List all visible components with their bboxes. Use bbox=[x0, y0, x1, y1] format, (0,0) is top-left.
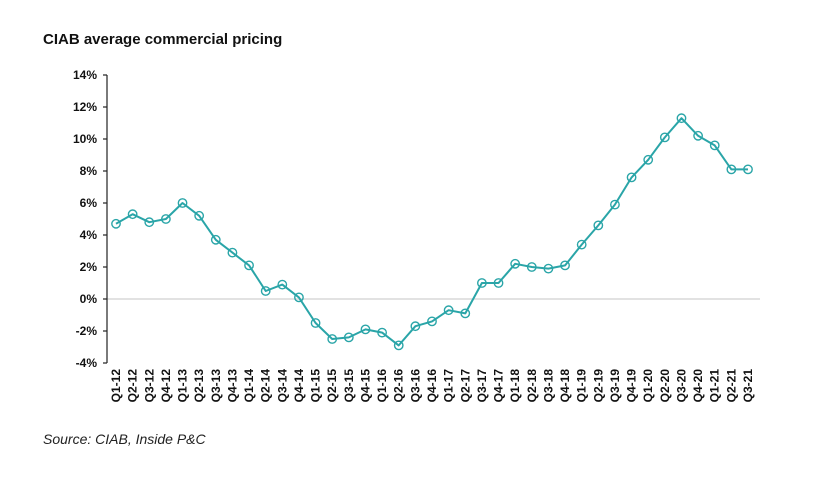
data-point bbox=[294, 292, 304, 303]
x-tick-label: Q2-13 bbox=[192, 369, 206, 403]
x-tick-label: Q4-15 bbox=[358, 369, 372, 403]
x-tick-label: Q2-18 bbox=[525, 369, 539, 403]
x-tick-label: Q4-16 bbox=[425, 369, 439, 403]
x-tick-label: Q1-19 bbox=[575, 369, 589, 403]
y-tick-label: -2% bbox=[76, 324, 98, 338]
data-point bbox=[743, 164, 753, 175]
x-tick-label: Q1-12 bbox=[109, 369, 123, 403]
data-point bbox=[643, 154, 654, 165]
data-point bbox=[610, 199, 620, 210]
x-tick-label: Q3-18 bbox=[541, 369, 555, 403]
data-point bbox=[543, 263, 554, 274]
data-point bbox=[460, 308, 471, 319]
data-point bbox=[676, 113, 687, 124]
data-point bbox=[576, 239, 587, 250]
data-point bbox=[160, 214, 171, 224]
x-tick-label: Q2-15 bbox=[325, 369, 339, 403]
x-tick-label: Q4-14 bbox=[292, 369, 306, 403]
x-tick-label: Q3-20 bbox=[674, 369, 688, 403]
x-tick-label: Q1-13 bbox=[176, 369, 190, 403]
x-tick-label: Q3-19 bbox=[608, 369, 622, 403]
data-point bbox=[227, 247, 238, 258]
data-point bbox=[260, 286, 271, 296]
series-line bbox=[115, 117, 748, 347]
y-tick-label: 14% bbox=[73, 68, 97, 82]
y-tick-label: 12% bbox=[73, 100, 97, 114]
x-tick-label: Q2-12 bbox=[126, 369, 140, 403]
y-tick-label: 2% bbox=[80, 260, 98, 274]
data-point bbox=[526, 262, 537, 272]
x-tick-label: Q3-17 bbox=[475, 369, 489, 403]
chart-title: CIAB average commercial pricing bbox=[43, 31, 283, 48]
x-tick-label: Q1-20 bbox=[641, 369, 655, 403]
x-tick-label: Q3-16 bbox=[408, 369, 422, 403]
x-tick-label: Q4-19 bbox=[625, 369, 639, 403]
x-tick-label: Q3-21 bbox=[741, 369, 755, 403]
data-point bbox=[377, 327, 388, 338]
x-tick-label: Q3-14 bbox=[275, 369, 289, 403]
data-point bbox=[443, 305, 454, 316]
y-tick-label: 4% bbox=[80, 228, 98, 242]
x-tick-label: Q4-18 bbox=[558, 369, 572, 403]
data-point bbox=[427, 316, 437, 327]
x-tick-label: Q4-12 bbox=[159, 369, 173, 403]
x-tick-label: Q1-18 bbox=[508, 369, 522, 403]
data-point bbox=[127, 209, 138, 220]
data-point bbox=[327, 334, 338, 344]
x-tick-label: Q4-20 bbox=[691, 369, 705, 403]
data-point bbox=[310, 318, 321, 328]
data-point bbox=[244, 260, 254, 271]
data-point bbox=[476, 278, 487, 288]
x-tick-label: Q1-17 bbox=[442, 369, 456, 403]
data-point bbox=[194, 210, 205, 221]
data-point bbox=[693, 130, 704, 141]
x-tick-label: Q2-14 bbox=[259, 369, 273, 403]
y-tick-label: 0% bbox=[80, 292, 98, 306]
x-tick-label: Q1-21 bbox=[708, 369, 722, 403]
data-point bbox=[210, 234, 221, 245]
y-tick-label: 8% bbox=[80, 164, 98, 178]
x-tick-label: Q3-15 bbox=[342, 369, 356, 403]
data-point bbox=[410, 321, 421, 332]
data-point bbox=[510, 258, 521, 269]
data-point bbox=[709, 140, 720, 151]
x-tick-label: Q3-12 bbox=[142, 369, 156, 403]
x-tick-label: Q2-21 bbox=[724, 369, 738, 403]
data-point bbox=[360, 324, 371, 335]
y-tick-label: 6% bbox=[80, 196, 98, 210]
x-tick-label: Q1-16 bbox=[375, 369, 389, 403]
data-point bbox=[177, 198, 188, 208]
data-point bbox=[343, 332, 354, 343]
x-tick-label: Q4-17 bbox=[492, 369, 506, 403]
x-tick-label: Q1-15 bbox=[309, 369, 323, 403]
data-point bbox=[626, 172, 637, 183]
x-tick-label: Q4-13 bbox=[225, 369, 239, 403]
x-tick-label: Q1-14 bbox=[242, 369, 256, 403]
data-point bbox=[144, 217, 155, 228]
data-point bbox=[659, 132, 670, 143]
data-point bbox=[111, 218, 121, 229]
data-point bbox=[726, 164, 737, 175]
x-tick-label: Q2-19 bbox=[591, 369, 605, 403]
data-point bbox=[277, 279, 288, 290]
x-tick-label: Q2-16 bbox=[392, 369, 406, 403]
y-tick-label: 10% bbox=[73, 132, 97, 146]
data-point bbox=[393, 340, 404, 351]
y-tick-label: -4% bbox=[76, 356, 98, 370]
data-point bbox=[593, 220, 604, 231]
x-tick-label: Q3-13 bbox=[209, 369, 223, 403]
x-tick-label: Q2-17 bbox=[458, 369, 472, 403]
data-point bbox=[493, 278, 504, 288]
x-tick-label: Q2-20 bbox=[658, 369, 672, 403]
source-note: Source: CIAB, Inside P&C bbox=[43, 431, 206, 447]
data-point bbox=[560, 260, 570, 271]
